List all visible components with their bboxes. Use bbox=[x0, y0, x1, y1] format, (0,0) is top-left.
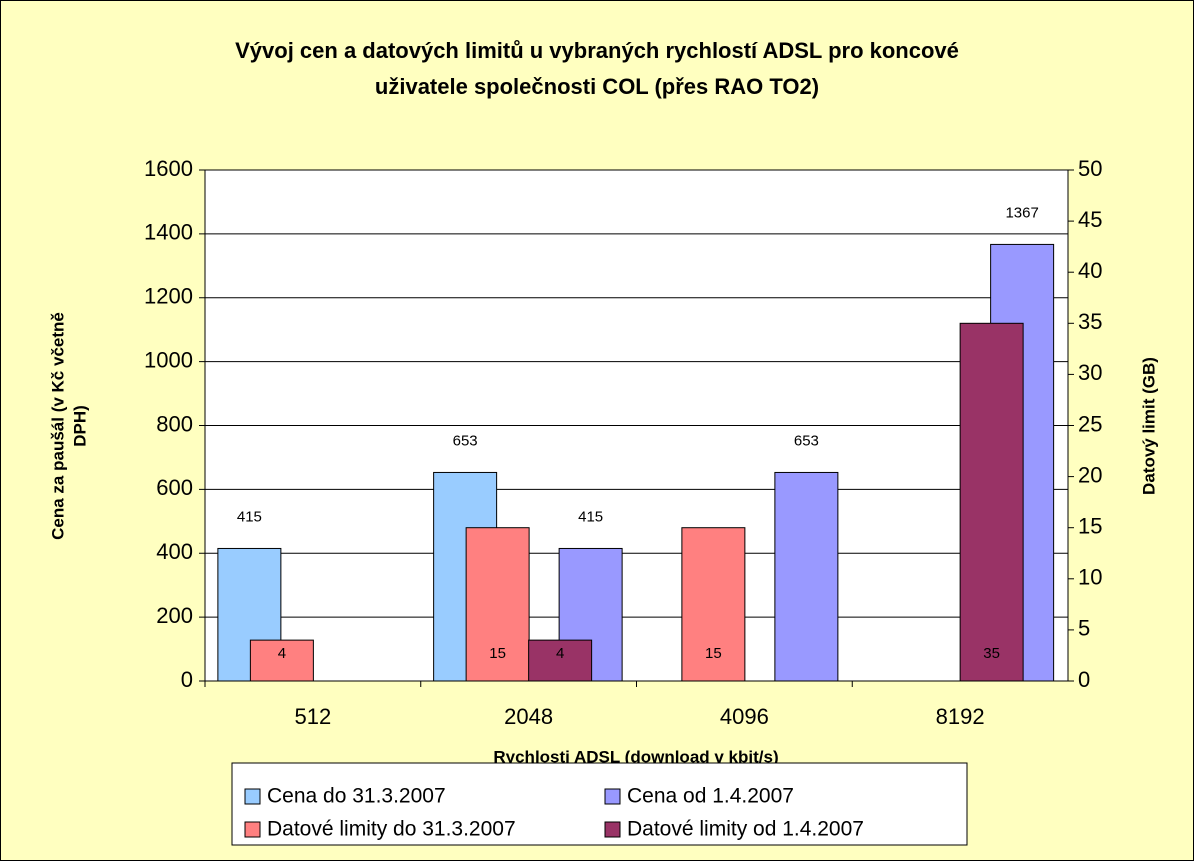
legend-swatch bbox=[244, 788, 261, 805]
y2-tick-label: 0 bbox=[1078, 667, 1090, 692]
legend-label: Datové limity do 31.3.2007 bbox=[267, 818, 516, 841]
y-axis-label: DPH) bbox=[70, 405, 89, 447]
x-tick-label: 512 bbox=[295, 704, 332, 729]
legend-label: Cena do 31.3.2007 bbox=[267, 785, 446, 808]
legend-swatch bbox=[604, 788, 621, 805]
y-tick-label: 400 bbox=[156, 539, 193, 564]
data-label: 15 bbox=[489, 645, 506, 662]
y-tick-label: 200 bbox=[156, 603, 193, 628]
x-axis-label: Rychlosti ADSL (download v kbit/s) bbox=[493, 747, 778, 766]
data-label: 15 bbox=[705, 645, 722, 662]
y-axis-label: Cena za paušál (v Kč včetně bbox=[48, 312, 67, 540]
y-tick-label: 1200 bbox=[144, 284, 193, 309]
legend bbox=[231, 762, 968, 846]
y-tick-label: 1400 bbox=[144, 220, 193, 245]
x-tick-label: 2048 bbox=[504, 704, 553, 729]
y2-tick-label: 30 bbox=[1078, 360, 1102, 385]
bar bbox=[465, 527, 530, 682]
legend-label: Datové limity od 1.4.2007 bbox=[627, 818, 864, 841]
y-tick-label: 1600 bbox=[144, 156, 193, 181]
y2-tick-label: 50 bbox=[1078, 156, 1102, 181]
x-tick-label: 4096 bbox=[720, 704, 769, 729]
legend-label: Cena od 1.4.2007 bbox=[627, 785, 794, 808]
legend-swatch bbox=[244, 821, 261, 838]
data-label: 415 bbox=[578, 508, 603, 525]
bar bbox=[774, 471, 839, 682]
chart-title: uživatele společnosti COL (přes RAO TO2) bbox=[375, 74, 819, 99]
bar bbox=[959, 322, 1024, 682]
data-label: 4 bbox=[278, 645, 286, 662]
data-label: 35 bbox=[983, 645, 1000, 662]
y2-tick-label: 5 bbox=[1078, 616, 1090, 641]
chart-title: Vývoj cen a datových limitů u vybraných … bbox=[235, 38, 959, 63]
y2-tick-label: 15 bbox=[1078, 514, 1102, 539]
y-tick-label: 600 bbox=[156, 475, 193, 500]
y2-tick-label: 35 bbox=[1078, 309, 1102, 334]
y2-axis-label: Datový limit (GB) bbox=[1139, 357, 1158, 495]
data-label: 4 bbox=[556, 645, 564, 662]
bar bbox=[681, 527, 746, 682]
legend-swatch bbox=[604, 821, 621, 838]
y-tick-label: 1000 bbox=[144, 347, 193, 372]
data-label: 653 bbox=[453, 432, 478, 449]
x-tick-label: 8192 bbox=[936, 704, 985, 729]
y2-tick-label: 40 bbox=[1078, 258, 1102, 283]
y2-tick-label: 25 bbox=[1078, 411, 1102, 436]
y2-tick-label: 45 bbox=[1078, 207, 1102, 232]
y-tick-label: 0 bbox=[181, 667, 193, 692]
bar bbox=[249, 639, 314, 682]
y2-tick-label: 20 bbox=[1078, 462, 1102, 487]
bar bbox=[528, 639, 593, 682]
data-label: 1367 bbox=[1005, 204, 1038, 221]
y-tick-label: 800 bbox=[156, 411, 193, 436]
data-label: 415 bbox=[237, 508, 262, 525]
data-label: 653 bbox=[794, 432, 819, 449]
y2-tick-label: 10 bbox=[1078, 565, 1102, 590]
